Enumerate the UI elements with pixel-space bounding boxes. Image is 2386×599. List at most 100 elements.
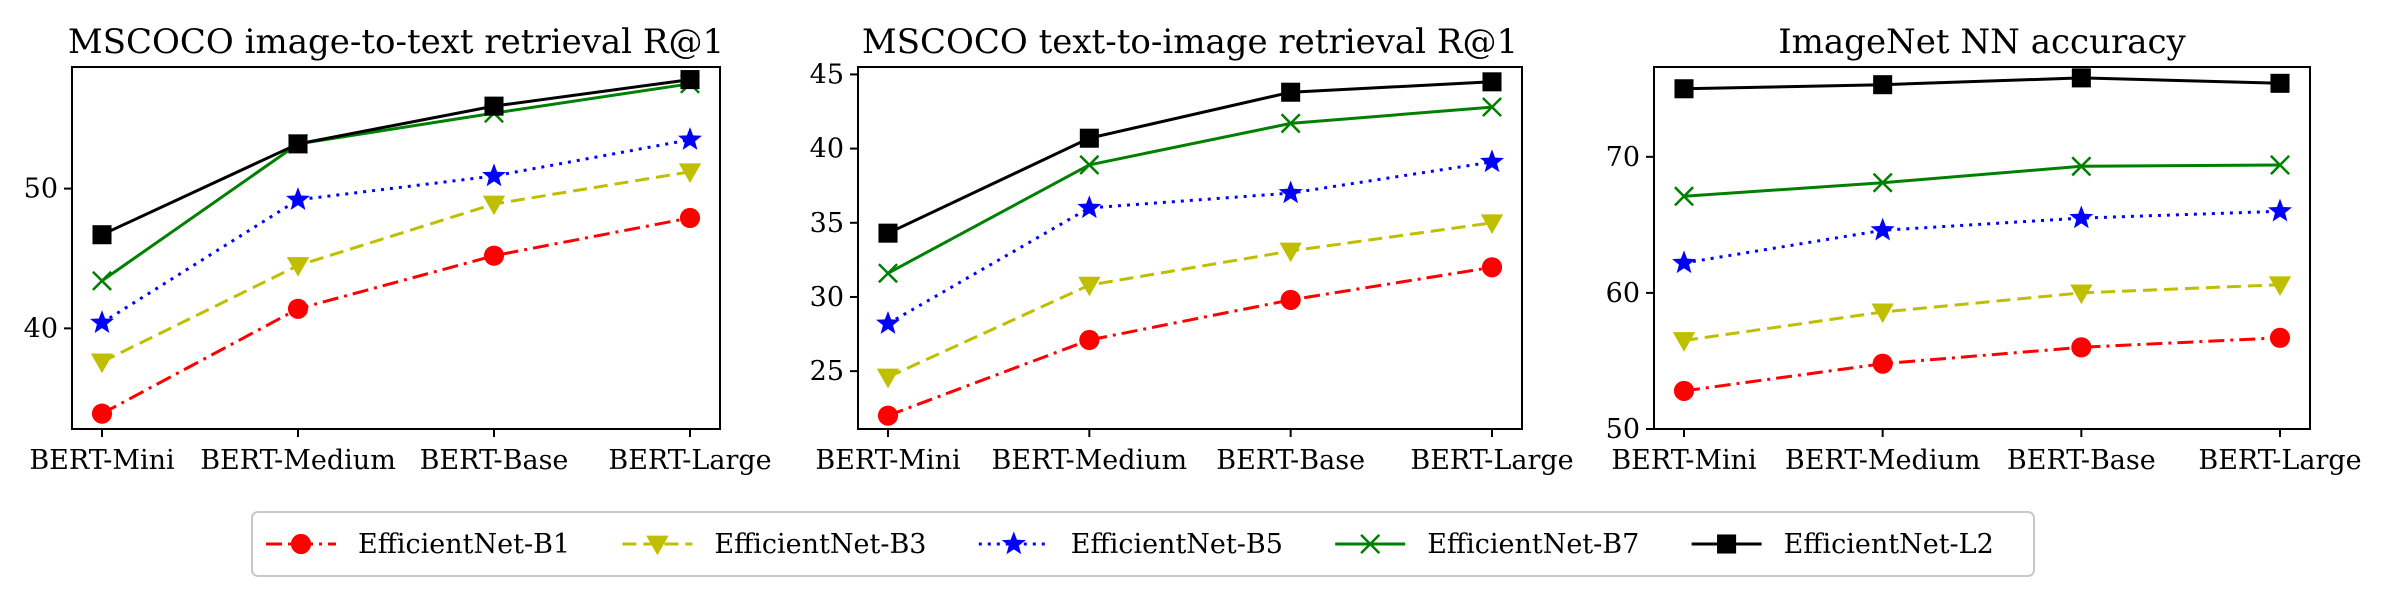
data-point-efficientnet-b5 [1278, 180, 1303, 204]
series-efficientnet-b5 [876, 149, 1504, 334]
series-line-efficientnet-b7 [887, 105, 1493, 275]
data-point-efficientnet-b3 [1078, 276, 1101, 297]
plot-frame [1653, 66, 2311, 430]
series-efficientnet-b3 [876, 214, 1504, 389]
chart-panel-1: MSCOCO image-to-text retrieval R@1 40 50 BE… [24, 22, 772, 476]
data-point-efficientnet-b3 [2070, 284, 2093, 305]
y-tick-label: 35 [810, 208, 844, 239]
data-point-efficientnet-l2 [2270, 73, 2290, 93]
plot-frame [71, 66, 721, 430]
plot-frame [857, 66, 1523, 430]
legend-label: EfficientNet-B5 [1071, 529, 1283, 560]
data-point-efficientnet-b7 [92, 270, 112, 291]
data-point-efficientnet-b3 [2268, 276, 2292, 296]
series-line-efficientnet-b5 [887, 160, 1493, 326]
data-point-efficientnet-l2 [484, 96, 504, 116]
series-efficientnet-l2 [1674, 68, 2290, 99]
data-point-efficientnet-b1 [2269, 327, 2291, 348]
data-point-efficientnet-b3 [482, 195, 506, 216]
series-line-efficientnet-b5 [1683, 209, 2281, 265]
legend-label: EfficientNet-L2 [1784, 529, 1994, 560]
legend-box [251, 511, 2035, 577]
data-point-efficientnet-b7 [1280, 113, 1301, 134]
x-tick-label-bert-large: BERT-Large [608, 445, 771, 476]
data-point-efficientnet-l2 [92, 225, 112, 245]
x-tick-label-bert-large: BERT-Large [2198, 445, 2361, 476]
data-point-efficientnet-b3 [1871, 303, 1894, 324]
y-tick-label: 50 [24, 174, 58, 205]
series-line-efficientnet-b7 [101, 82, 691, 283]
legend-entry-efficientnet-l2: EfficientNet-L2 [1691, 529, 1994, 560]
x-tick-label-bert-mini: BERT-Mini [815, 445, 961, 476]
data-point-efficientnet-b5 [90, 310, 114, 333]
data-point-efficientnet-b7 [1674, 186, 1694, 207]
data-point-efficientnet-b1 [1872, 353, 1893, 374]
data-point-efficientnet-b1 [1079, 329, 1100, 351]
x-tick-label-bert-base: BERT-Base [2007, 445, 2156, 476]
legend-marker-star [1001, 531, 1026, 555]
y-tick-label: 30 [810, 282, 844, 313]
series-efficientnet-b1 [877, 257, 1503, 426]
legend: EfficientNet-B1 EfficientNet-B3 EfficientN… [251, 511, 2035, 577]
series-efficientnet-l2 [92, 70, 700, 245]
data-point-efficientnet-b1 [91, 403, 113, 424]
x-tick-label-bert-medium: BERT-Medium [200, 445, 396, 476]
data-point-efficientnet-l2 [1281, 82, 1301, 102]
series-line-efficientnet-b5 [101, 138, 691, 325]
series-line-efficientnet-l2 [887, 80, 1493, 235]
chart-panel-3: ImageNet NN accuracy 50 60 70 BERT-Mini BERT-… [1606, 22, 2362, 476]
data-point-efficientnet-b1 [1673, 380, 1695, 401]
series-line-efficientnet-b3 [1683, 283, 2281, 342]
legend-marker-x [1360, 534, 1381, 554]
data-point-efficientnet-b5 [482, 163, 506, 187]
y-tick-label: 40 [24, 313, 58, 344]
data-point-efficientnet-l2 [878, 223, 898, 243]
data-point-efficientnet-b7 [1482, 97, 1502, 118]
data-point-efficientnet-b7 [2071, 156, 2092, 177]
chart-title: ImageNet NN accuracy [1778, 22, 2186, 62]
x-tick-label-bert-medium: BERT-Medium [992, 445, 1188, 476]
data-point-efficientnet-b1 [877, 405, 899, 426]
data-point-efficientnet-b5 [286, 187, 310, 210]
data-point-efficientnet-l2 [1482, 72, 1502, 92]
legend-entry-efficientnet-b3: EfficientNet-B3 [622, 529, 927, 560]
series-line-efficientnet-b3 [101, 170, 691, 364]
data-point-efficientnet-b5 [1672, 250, 1696, 274]
data-point-efficientnet-b5 [1480, 149, 1504, 173]
legend-entry-efficientnet-b5: EfficientNet-B5 [978, 529, 1283, 560]
data-point-efficientnet-b5 [876, 311, 900, 334]
x-tick-label-bert-large: BERT-Large [1410, 445, 1573, 476]
data-point-efficientnet-b5 [1870, 217, 1895, 241]
chart-title: MSCOCO text-to-image retrieval R@1 [862, 22, 1518, 62]
series-efficientnet-b7 [878, 97, 1502, 284]
legend-entry-efficientnet-b7: EfficientNet-B7 [1335, 529, 1639, 560]
data-point-efficientnet-l2 [1079, 128, 1099, 148]
data-point-efficientnet-b1 [2071, 337, 2092, 358]
data-point-efficientnet-b1 [1280, 289, 1301, 311]
series-efficientnet-b7 [92, 73, 700, 291]
chart-panel-2: MSCOCO text-to-image retrieval R@1 25 30 35… [810, 22, 1574, 476]
x-tick-label-bert-base: BERT-Base [420, 445, 569, 476]
legend-label: EfficientNet-B7 [1427, 529, 1639, 560]
data-point-efficientnet-l2 [2071, 68, 2091, 88]
x-tick-label-bert-mini: BERT-Mini [29, 445, 175, 476]
series-efficientnet-b3 [90, 163, 702, 374]
data-point-efficientnet-b7 [1872, 172, 1893, 193]
legend-label: EfficientNet-B3 [714, 529, 926, 560]
data-point-efficientnet-b3 [90, 353, 114, 374]
data-point-efficientnet-l2 [1873, 75, 1893, 95]
data-point-efficientnet-b7 [2270, 155, 2290, 175]
data-point-efficientnet-b7 [878, 263, 898, 284]
series-line-efficientnet-b1 [1683, 336, 2281, 393]
x-tick-label-bert-medium: BERT-Medium [1785, 445, 1981, 476]
series-efficientnet-b7 [1674, 155, 2290, 207]
data-point-efficientnet-b3 [876, 368, 900, 389]
data-point-efficientnet-b3 [1672, 332, 1696, 352]
y-tick-label: 25 [810, 356, 844, 387]
series-line-efficientnet-b1 [101, 216, 691, 415]
y-tick-label: 50 [1606, 414, 1640, 445]
data-point-efficientnet-b3 [286, 257, 310, 277]
data-point-efficientnet-l2 [1674, 79, 1694, 99]
series-efficientnet-b1 [91, 207, 701, 424]
